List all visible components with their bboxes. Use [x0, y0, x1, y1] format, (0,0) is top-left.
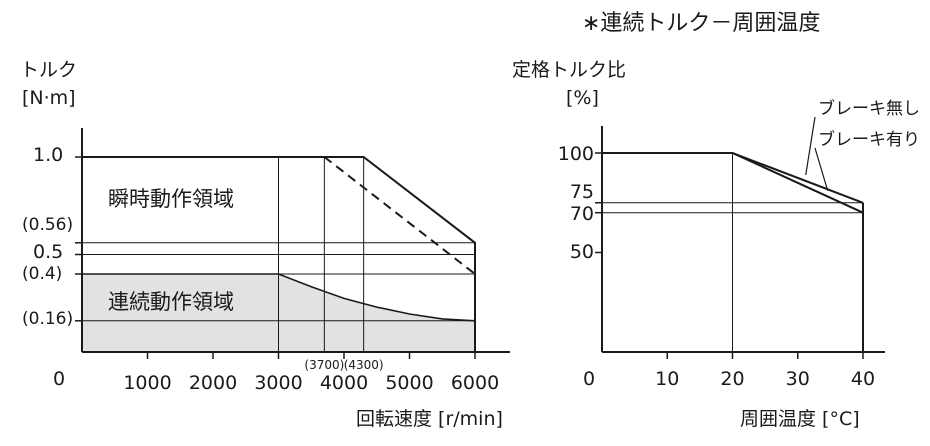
x-annotation-label: (3700): [304, 358, 344, 372]
x-tick-label: 3000: [254, 372, 302, 394]
y-tick-label: 50: [570, 241, 594, 263]
y-tick-label: 1.0: [33, 144, 63, 166]
y-tick-label: 0.5: [33, 241, 63, 263]
left-x-label: 回転速度 [r/min]: [356, 408, 503, 430]
instantaneous-region-label: 瞬時動作領域: [108, 187, 234, 211]
x-tick-label: 10: [655, 368, 679, 390]
y-tick-label: (0.4): [22, 264, 62, 284]
x-tick-label: 1000: [123, 372, 171, 394]
series-with-brake-line: [602, 152, 864, 214]
continuous-region-boundary: [82, 273, 476, 322]
right-y-label: 定格トルク比: [512, 59, 626, 81]
left-axis-ticks: 1.0 (0.56) 0.5(0.4) (0.16) 1000 2000 3000 4000 5…: [22, 144, 499, 394]
page-title: ∗連続トルク－周囲温度: [582, 11, 820, 36]
x-tick-label: 40: [851, 368, 875, 390]
legend-no-brake-leader: [805, 116, 816, 175]
right-gridlines: [602, 153, 863, 352]
torque-speed-chart: 1.0 (0.56) 0.5(0.4) (0.16) 1000 2000 3000 4000 5…: [20, 59, 510, 430]
right-x-label: 周囲温度 [°C]: [740, 408, 860, 430]
left-origin-label: 0: [53, 368, 65, 390]
right-origin-label: 0: [583, 368, 595, 390]
dashed-boundary-line: [323, 156, 476, 275]
x-tick-label: 30: [786, 368, 810, 390]
y-tick-label: 70: [570, 203, 594, 225]
continuous-region-label: 連続動作領域: [108, 290, 234, 314]
x-tick-label: 5000: [385, 372, 433, 394]
legend-with-brake: ブレーキ有り: [818, 129, 920, 150]
instantaneous-region-boundary: [82, 156, 476, 352]
y-tick-label: (0.56): [22, 215, 73, 235]
x-annotation-label: (4300): [344, 358, 384, 372]
y-tick-label: 100: [558, 143, 594, 165]
x-tick-label: 6000: [451, 372, 499, 394]
y-tick-label: 75: [570, 181, 594, 203]
legend-with-brake-leader: [814, 147, 829, 191]
x-tick-label: 2000: [189, 372, 237, 394]
left-y-label: トルク: [20, 59, 77, 81]
x-tick-label: 20: [720, 368, 744, 390]
y-tick-label: (0.16): [22, 309, 73, 329]
left-y-unit: [N·m]: [22, 87, 76, 109]
legend-no-brake: ブレーキ無し: [818, 98, 920, 119]
right-y-unit: [%]: [566, 87, 599, 109]
x-tick-label: 4000: [320, 372, 368, 394]
